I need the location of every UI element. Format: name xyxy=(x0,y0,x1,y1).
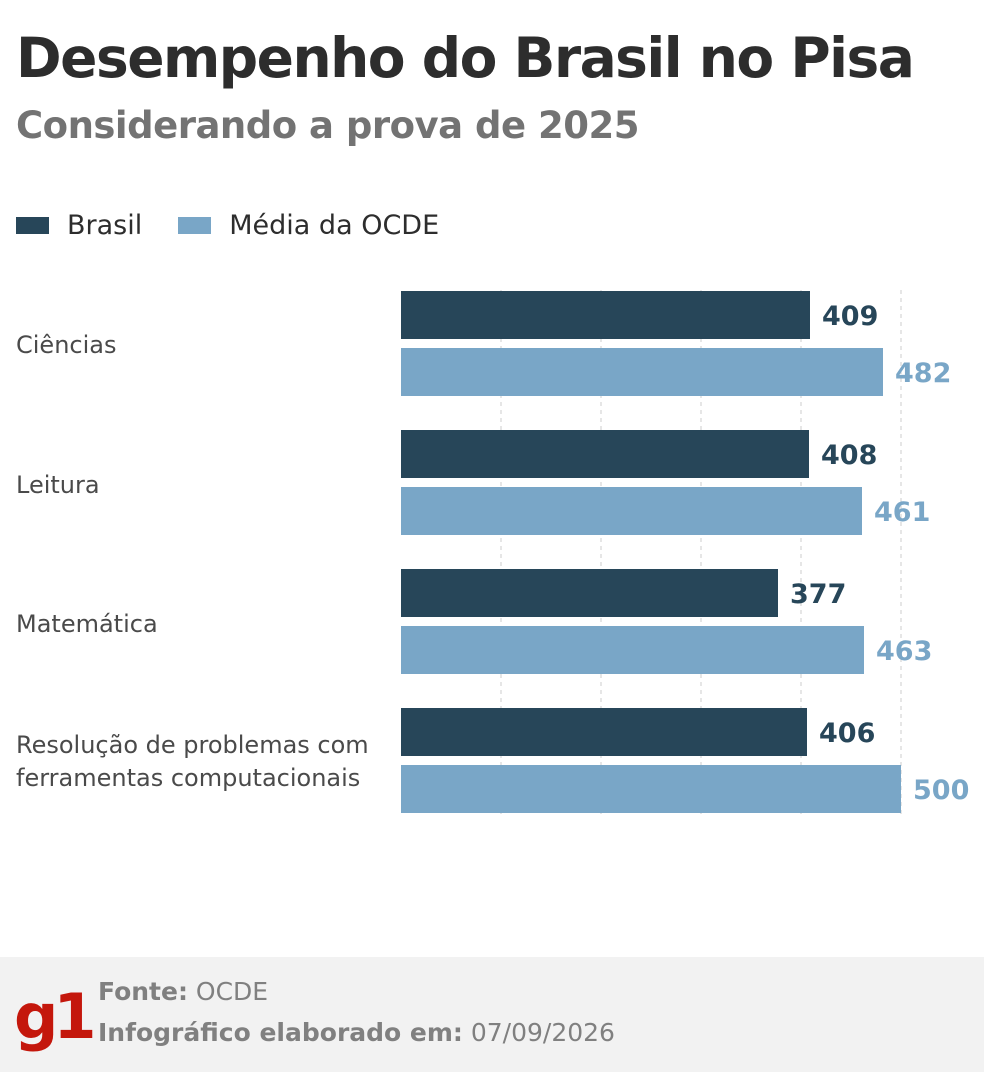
category-label-line: Ciências xyxy=(16,330,117,359)
category-label: Ciências xyxy=(16,329,386,362)
category-label-line: Matemática xyxy=(16,609,158,638)
data-label-brasil: 406 xyxy=(819,718,875,749)
g1-logo: g1 xyxy=(14,980,97,1053)
date-label: Infográfico elaborado em: xyxy=(98,1018,463,1047)
data-label-ocde: 463 xyxy=(876,636,932,667)
footer-date: Infográfico elaborado em: 07/09/2026 xyxy=(98,1018,615,1047)
bar-brasil xyxy=(401,708,807,756)
category-label: Matemática xyxy=(16,608,386,641)
bar-ocde xyxy=(401,626,864,674)
data-label-ocde: 500 xyxy=(913,775,969,806)
data-label-brasil: 377 xyxy=(790,579,846,610)
chart-subtitle: Considerando a prova de 2025 xyxy=(16,104,639,147)
legend-label-brasil: Brasil xyxy=(67,210,143,241)
bar-ocde xyxy=(401,765,901,813)
legend-item-ocde: Média da OCDE xyxy=(178,210,439,241)
legend-swatch-ocde xyxy=(178,217,212,234)
source-value: OCDE xyxy=(195,977,269,1006)
footer: g1 Fonte: OCDE Infográfico elaborado em:… xyxy=(0,957,984,1072)
bar-ocde xyxy=(401,348,883,396)
data-label-brasil: 408 xyxy=(821,440,877,471)
legend: Brasil Média da OCDE xyxy=(16,210,475,241)
legend-item-brasil: Brasil xyxy=(16,210,142,241)
data-label-ocde: 482 xyxy=(895,358,951,389)
source-label: Fonte: xyxy=(98,977,188,1006)
category-label-line: Leitura xyxy=(16,470,100,499)
footer-source: Fonte: OCDE xyxy=(98,977,268,1006)
category-label: Leitura xyxy=(16,469,386,502)
chart-title: Desempenho do Brasil no Pisa xyxy=(16,26,915,90)
data-label-brasil: 409 xyxy=(822,301,878,332)
date-value: 07/09/2026 xyxy=(470,1018,615,1047)
bar-brasil xyxy=(401,569,778,617)
bar-chart: 409 482 408 461 377 463 406 500 xyxy=(401,290,969,815)
bar-ocde xyxy=(401,487,862,535)
legend-swatch-brasil xyxy=(16,217,49,234)
bar-brasil xyxy=(401,430,809,478)
category-label-line: Resolução de problemas com xyxy=(16,731,369,759)
data-label-ocde: 461 xyxy=(874,497,930,528)
category-label-line: ferramentas computacionais xyxy=(16,764,361,792)
legend-label-ocde: Média da OCDE xyxy=(229,210,440,241)
category-label: Resolução de problemas com ferramentas co… xyxy=(16,729,386,795)
bar-brasil xyxy=(401,291,810,339)
